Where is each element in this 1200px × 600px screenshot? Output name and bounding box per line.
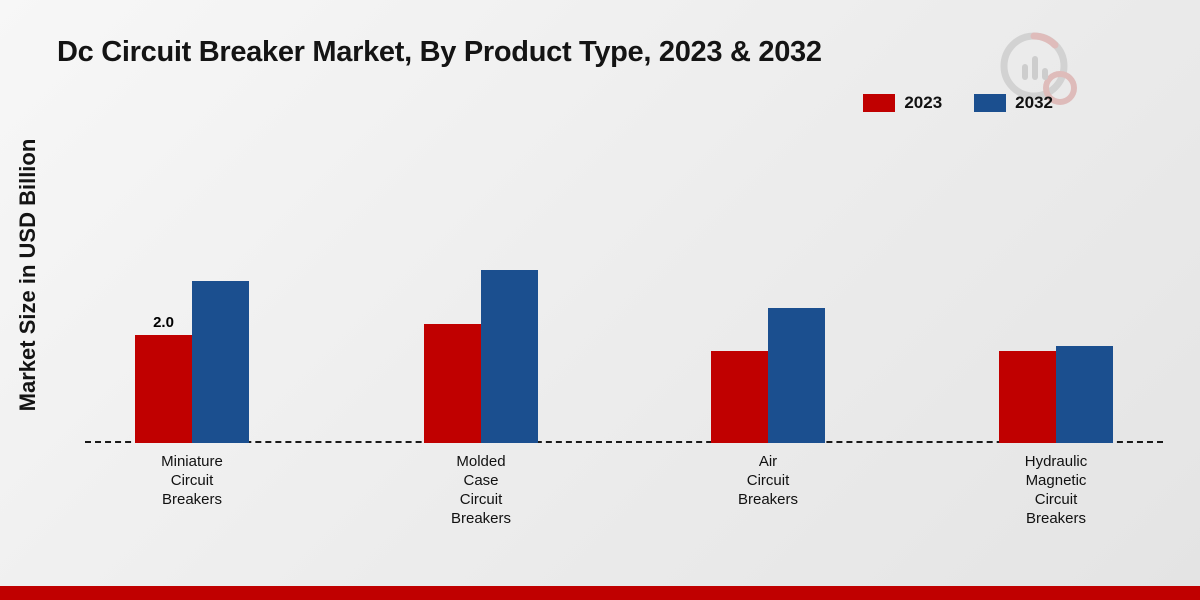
bar-2023-2 <box>711 351 768 443</box>
legend-swatch-2032-icon <box>974 94 1007 112</box>
bar-2032-3 <box>1056 346 1113 443</box>
category-label-3: Hydraulic Magnetic Circuit Breakers <box>1024 453 1088 527</box>
category-label-2: Air Circuit Breakers <box>737 453 799 508</box>
bar-2032-2 <box>768 308 825 443</box>
bar-2023-3 <box>999 351 1056 443</box>
legend-item-2023: 2023 <box>863 93 942 113</box>
bar-2032-0 <box>192 281 249 443</box>
category-label-0: Miniature Circuit Breakers <box>161 453 223 508</box>
footer-band <box>0 586 1200 600</box>
bar-2023-0 <box>135 335 192 443</box>
legend-swatch-2023-icon <box>863 94 896 112</box>
legend-label-2032: 2032 <box>1015 93 1053 112</box>
brand-logo-icon <box>1000 32 1077 105</box>
category-label-1: Molded Case Circuit Breakers <box>450 453 512 527</box>
bar-2032-1 <box>481 270 538 443</box>
bar-2023-1 <box>424 324 481 443</box>
legend-label-2023: 2023 <box>904 93 943 112</box>
bar-value-label: 2.0 <box>153 314 174 331</box>
x-axis-baseline <box>85 441 1163 443</box>
legend-item-2032: 2032 <box>974 93 1053 113</box>
chart-title: Dc Circuit Breaker Market, By Product Ty… <box>57 36 822 68</box>
legend: 2023 2032 <box>863 93 1053 113</box>
